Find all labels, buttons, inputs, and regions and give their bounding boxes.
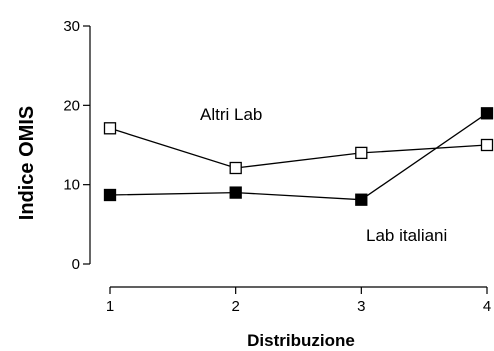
series-points xyxy=(103,107,494,206)
data-point-lab-italiani xyxy=(480,107,494,120)
x-tick-label: 3 xyxy=(357,298,365,315)
data-point-lab-italiani xyxy=(229,186,242,199)
data-point-altri-lab xyxy=(355,146,368,160)
y-tick-label: 30 xyxy=(63,18,80,35)
x-tick-label: 4 xyxy=(483,298,491,315)
y-ticks: 0 10 20 30 xyxy=(63,18,90,273)
x-tick-label: 1 xyxy=(106,298,114,315)
data-point-lab-italiani xyxy=(103,188,117,202)
x-tick-label: 2 xyxy=(231,298,239,315)
data-point-altri-lab xyxy=(480,138,494,152)
series-line-altri-lab xyxy=(109,127,488,169)
series-label-lab-italiani: Lab italiani xyxy=(366,226,447,245)
y-tick-label: 0 xyxy=(72,256,80,273)
data-point-lab-italiani xyxy=(355,193,368,206)
x-ticks: 1 2 3 4 xyxy=(106,287,491,315)
y-tick-label: 10 xyxy=(63,177,80,194)
x-axis-title: Distribuzione xyxy=(247,331,355,350)
data-point-altri-lab xyxy=(103,122,117,135)
series-label-altri-lab: Altri Lab xyxy=(200,105,262,124)
y-axis-title: Indice OMIS xyxy=(16,106,38,220)
axes xyxy=(89,26,487,288)
data-point-altri-lab xyxy=(229,161,242,175)
series-lines xyxy=(109,112,488,201)
series-line-lab-italiani xyxy=(109,112,488,201)
y-tick-label: 20 xyxy=(63,97,80,114)
